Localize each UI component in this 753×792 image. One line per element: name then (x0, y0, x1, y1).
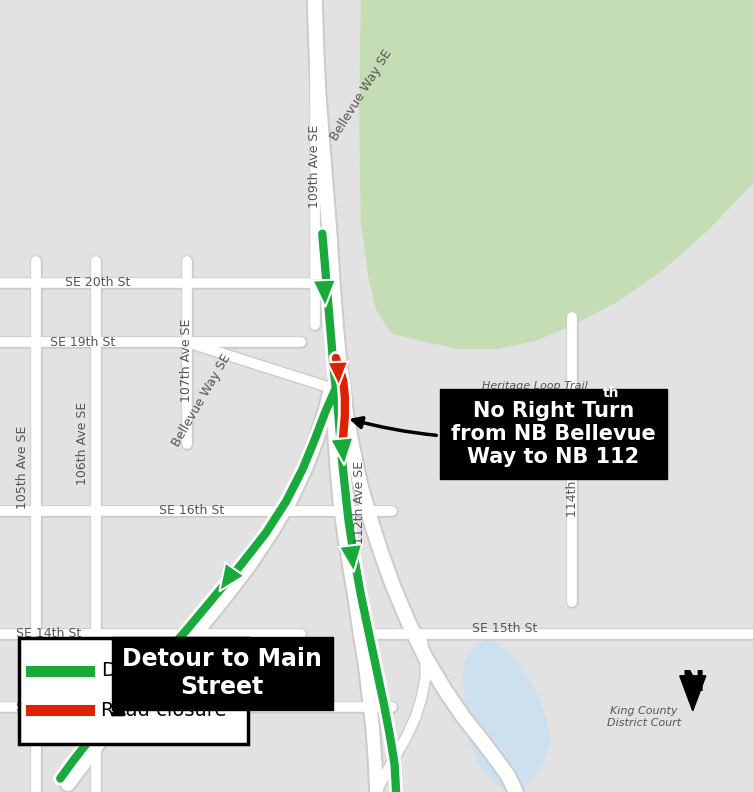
Text: SE 16th St: SE 16th St (160, 505, 224, 517)
Polygon shape (680, 676, 706, 711)
Text: Detour: Detour (101, 661, 168, 680)
Text: th: th (602, 386, 619, 400)
Text: 106th Ave SE: 106th Ave SE (76, 402, 90, 485)
Polygon shape (219, 562, 245, 592)
Text: N: N (681, 668, 704, 697)
Text: SE 19th St: SE 19th St (50, 336, 115, 348)
Polygon shape (339, 544, 362, 573)
Text: 112th Ave SE: 112th Ave SE (352, 462, 366, 544)
Text: 105th Ave SE: 105th Ave SE (16, 425, 29, 509)
Text: Detour to Main
Street: Detour to Main Street (113, 647, 322, 714)
Text: SE 13th St: SE 13th St (17, 701, 81, 714)
Text: Bellevue Way SE: Bellevue Way SE (328, 48, 395, 143)
Text: Bellevue Way SE: Bellevue Way SE (170, 352, 233, 448)
Text: No Right Turn
from NB Bellevue
Way to NB 112: No Right Turn from NB Bellevue Way to NB… (353, 401, 656, 467)
Polygon shape (360, 0, 753, 348)
Polygon shape (463, 640, 550, 792)
Text: Heritage Loop Trail: Heritage Loop Trail (482, 382, 587, 391)
Polygon shape (330, 437, 353, 466)
Text: SE 20th St: SE 20th St (66, 276, 130, 289)
Polygon shape (328, 361, 348, 386)
Bar (19, 638, 248, 744)
Polygon shape (126, 652, 148, 681)
Text: 107th Ave SE: 107th Ave SE (180, 318, 194, 402)
Text: King County
District Court: King County District Court (607, 706, 681, 728)
Polygon shape (312, 280, 336, 307)
Text: Road closure: Road closure (101, 701, 227, 720)
Text: SE 15th St: SE 15th St (472, 622, 537, 634)
Text: SE 14th St: SE 14th St (17, 627, 81, 640)
Text: 109th Ave SE: 109th Ave SE (308, 124, 322, 208)
Text: 114th Ave SE: 114th Ave SE (566, 434, 579, 516)
